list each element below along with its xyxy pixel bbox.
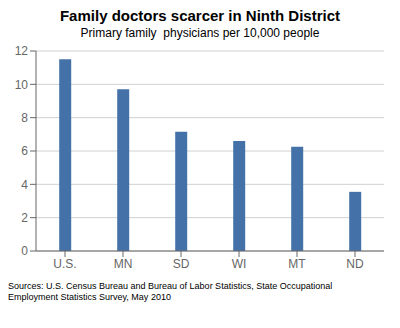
svg-text:ND: ND xyxy=(346,257,364,271)
svg-text:10: 10 xyxy=(15,78,29,92)
svg-text:0: 0 xyxy=(21,244,28,258)
svg-text:MN: MN xyxy=(114,257,133,271)
svg-text:8: 8 xyxy=(21,111,28,125)
html-text:Family doctors scarcer in Nint: Family doctors scarcer in Ninth District xyxy=(60,7,340,24)
svg-text:4: 4 xyxy=(21,178,28,192)
svg-text:MT: MT xyxy=(288,257,306,271)
svg-text:U.S.: U.S. xyxy=(53,257,76,271)
svg-text:WI: WI xyxy=(232,257,247,271)
html-text:Employment Statistics Survey,: Employment Statistics Survey, May 2010 xyxy=(8,292,171,302)
svg-text:12: 12 xyxy=(15,44,29,58)
svg-text:SD: SD xyxy=(173,257,190,271)
svg-text:6: 6 xyxy=(21,144,28,158)
svg-text:2: 2 xyxy=(21,211,28,225)
html-text:Primary family physicians per: Primary family physicians per 10,000 peo… xyxy=(80,26,320,40)
html-text:Sources: U.S. Census Bureau an: Sources: U.S. Census Bureau and Bureau o… xyxy=(8,281,333,291)
